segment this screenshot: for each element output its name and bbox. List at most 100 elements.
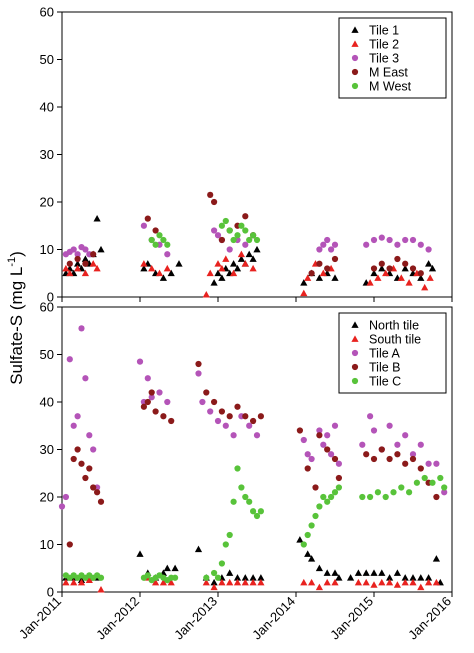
data-point [378, 260, 385, 267]
data-point [160, 236, 167, 244]
data-point [432, 555, 440, 562]
data-point [324, 432, 331, 439]
data-point [324, 498, 331, 505]
data-point [370, 569, 378, 576]
data-point [163, 264, 171, 272]
y-tick-label: 50 [40, 52, 54, 67]
data-point [328, 451, 335, 458]
data-point [167, 578, 175, 586]
data-point [250, 417, 257, 425]
data-point [300, 289, 308, 297]
data-point [367, 413, 374, 420]
data-point [441, 484, 448, 491]
data-point [304, 451, 311, 458]
legend-label: Tile 3 [369, 52, 399, 66]
data-point [175, 260, 183, 267]
data-point [241, 260, 249, 267]
y-tick-label: 40 [40, 100, 54, 115]
data-point [308, 270, 315, 277]
data-point [409, 451, 417, 458]
data-point [316, 260, 323, 267]
data-point [300, 541, 307, 548]
data-point [140, 260, 148, 267]
legend-label: M East [369, 66, 408, 80]
data-point [250, 508, 257, 515]
data-point [218, 222, 225, 229]
data-point [242, 227, 249, 234]
data-point [386, 422, 393, 429]
data-point [222, 255, 230, 262]
data-point [218, 408, 225, 415]
data-point [354, 569, 362, 576]
data-point [163, 564, 171, 572]
data-point [406, 489, 413, 496]
data-point [66, 541, 73, 548]
data-point [226, 227, 233, 234]
data-point [331, 422, 339, 429]
data-point [144, 572, 151, 579]
data-point [246, 498, 253, 505]
y-tick-label: 20 [40, 195, 54, 210]
data-point [304, 550, 312, 557]
plot-panel-bottom: 0 10 20 30 40 50 60 Jan-2011 Jan-2012 Jan-2013 Jan… [16, 300, 454, 643]
data-point [417, 270, 424, 277]
legend-marker [351, 377, 359, 385]
data-point [86, 432, 93, 439]
data-point [242, 493, 249, 501]
data-point [97, 586, 105, 593]
data-point [58, 503, 66, 510]
data-point [211, 198, 218, 206]
x-tick-label: Jan-2014 [249, 594, 298, 643]
data-point [203, 389, 210, 396]
data-point [202, 291, 210, 298]
data-point [347, 574, 355, 581]
data-point [152, 227, 159, 234]
data-point [211, 569, 218, 577]
data-point [237, 255, 245, 262]
data-point [386, 578, 394, 586]
data-point [328, 493, 335, 501]
data-point [226, 246, 233, 253]
data-point [370, 269, 378, 277]
data-point [331, 455, 339, 463]
data-point [242, 213, 249, 220]
data-point [230, 432, 237, 439]
data-point [172, 574, 179, 581]
data-point [210, 583, 218, 591]
legend-label: Tile 1 [369, 24, 399, 38]
data-point [206, 269, 214, 277]
data-point [425, 574, 433, 581]
data-point [62, 493, 69, 501]
data-point [308, 555, 316, 562]
legend-marker [351, 40, 359, 47]
data-point [257, 574, 265, 581]
data-point [417, 465, 424, 472]
data-point [378, 569, 386, 576]
data-point [296, 536, 304, 543]
data-point [195, 360, 202, 368]
data-point [320, 493, 327, 501]
data-point [401, 578, 409, 586]
data-point [97, 574, 105, 581]
data-point [253, 512, 261, 520]
data-point [70, 455, 77, 463]
data-point [359, 441, 366, 448]
data-point [242, 413, 249, 420]
series-tile-1 [62, 215, 437, 286]
x-tick-label: Jan-2011 [16, 594, 64, 642]
data-point [394, 441, 401, 448]
data-point [409, 455, 417, 463]
data-point [70, 422, 77, 429]
data-point [230, 236, 237, 244]
data-point [433, 493, 440, 501]
x-tick-label: Jan-2013 [171, 594, 220, 643]
data-point [393, 569, 401, 576]
data-point [144, 398, 151, 406]
data-point [77, 578, 86, 586]
data-point [257, 508, 264, 515]
data-point [402, 460, 409, 467]
data-point [417, 583, 425, 591]
data-point [374, 489, 381, 496]
data-point [304, 465, 311, 472]
